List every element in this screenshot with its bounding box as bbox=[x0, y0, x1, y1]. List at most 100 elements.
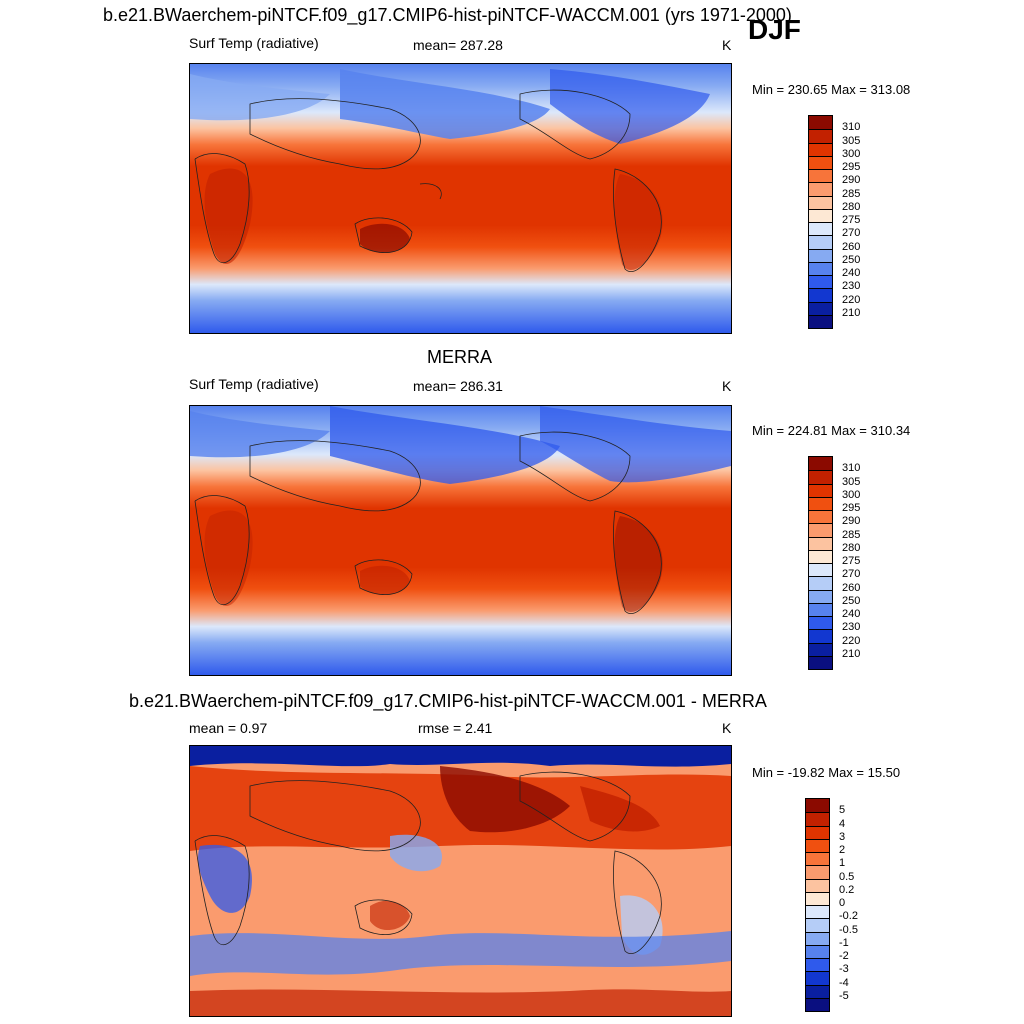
colorbar-swatch bbox=[809, 470, 832, 484]
colorbar-label: 0 bbox=[839, 897, 846, 909]
colorbar-swatch bbox=[809, 457, 832, 471]
panel2-mean: mean= 286.31 bbox=[413, 378, 503, 394]
colorbar-swatch bbox=[809, 195, 832, 209]
panel3-mean: mean = 0.97 bbox=[189, 720, 268, 736]
panel2-coastlines bbox=[194, 431, 662, 614]
colorbar-swatch bbox=[809, 563, 832, 577]
colorbar-label: 270 bbox=[842, 227, 861, 240]
colorbar-label: 1 bbox=[839, 857, 846, 870]
colorbar-swatch bbox=[809, 142, 832, 156]
colorbar-label: 280 bbox=[842, 541, 861, 554]
colorbar-label: 305 bbox=[842, 134, 861, 147]
panel1-title: b.e21.BWaerchem-piNTCF.f09_g17.CMIP6-his… bbox=[103, 5, 792, 25]
colorbar-label: 4 bbox=[839, 817, 846, 830]
colorbar-label: 210 bbox=[842, 647, 861, 660]
colorbar-label: 230 bbox=[842, 621, 861, 634]
colorbar-label: 290 bbox=[842, 174, 861, 187]
panel1-units: K bbox=[722, 37, 732, 53]
colorbar-label: 0.2 bbox=[839, 883, 855, 896]
colorbar-label: -5 bbox=[839, 989, 849, 1002]
colorbar-label: -3 bbox=[839, 963, 849, 976]
panel3-units: K bbox=[722, 720, 732, 736]
panel2-title: MERRA bbox=[427, 347, 493, 367]
colorbar-swatch bbox=[806, 799, 829, 813]
colorbar-label: 285 bbox=[842, 528, 861, 541]
colorbar-swatch bbox=[806, 891, 829, 905]
colorbar-swatch bbox=[806, 865, 829, 879]
colorbar-swatch bbox=[809, 536, 832, 550]
panel3-minmax: Min = -19.82 Max = 15.50 bbox=[752, 765, 901, 780]
panel1-minmax: Min = 230.65 Max = 313.08 bbox=[752, 82, 911, 97]
colorbar-label: 240 bbox=[842, 267, 861, 279]
colorbar-swatch bbox=[806, 838, 829, 852]
colorbar-label: 295 bbox=[842, 502, 861, 514]
colorbar-swatch bbox=[809, 602, 832, 616]
colorbar-label: 310 bbox=[842, 462, 861, 475]
colorbar-swatch bbox=[806, 971, 829, 985]
colorbar-swatch bbox=[809, 496, 832, 510]
colorbar-label: 300 bbox=[842, 147, 861, 160]
colorbar-swatch bbox=[809, 616, 832, 630]
colorbar-label: 220 bbox=[842, 293, 861, 306]
colorbar-swatch bbox=[809, 155, 832, 169]
colorbar-label: 260 bbox=[842, 581, 861, 594]
colorbar-swatch bbox=[806, 997, 829, 1011]
colorbar-label: 280 bbox=[842, 200, 861, 213]
colorbar-swatch bbox=[809, 169, 832, 183]
colorbar-swatch bbox=[809, 275, 832, 289]
colorbar-label: 270 bbox=[842, 568, 861, 581]
colorbar-label: -0.2 bbox=[839, 910, 858, 923]
colorbar-label: 275 bbox=[842, 214, 861, 226]
colorbar-label: 3 bbox=[839, 830, 846, 843]
colorbar-label: 285 bbox=[842, 187, 861, 200]
colorbar-label: 295 bbox=[842, 161, 861, 173]
panel2-colorbar bbox=[808, 456, 833, 670]
colorbar-swatch bbox=[809, 208, 832, 222]
colorbar-label: 275 bbox=[842, 555, 861, 567]
colorbar-label: 250 bbox=[842, 594, 861, 607]
colorbar-label: 0.5 bbox=[839, 870, 855, 883]
colorbar-label: 220 bbox=[842, 634, 861, 647]
colorbar-swatch bbox=[809, 549, 832, 563]
panel1-map-svg bbox=[190, 64, 731, 333]
colorbar-swatch bbox=[806, 944, 829, 958]
colorbar-swatch bbox=[806, 852, 829, 866]
colorbar-swatch bbox=[809, 301, 832, 315]
colorbar-label: 230 bbox=[842, 280, 861, 293]
panel3-colorbar bbox=[805, 798, 830, 1012]
panel3-map-svg bbox=[190, 746, 731, 1016]
colorbar-label: 240 bbox=[842, 608, 861, 620]
panel3-map bbox=[189, 745, 732, 1017]
colorbar-label: 210 bbox=[842, 306, 861, 319]
panel2-minmax: Min = 224.81 Max = 310.34 bbox=[752, 423, 911, 438]
colorbar-label: -1 bbox=[839, 936, 849, 949]
panel3-title: b.e21.BWaerchem-piNTCF.f09_g17.CMIP6-his… bbox=[129, 691, 767, 711]
panel1-map bbox=[189, 63, 732, 334]
colorbar-swatch bbox=[806, 878, 829, 892]
season-label: DJF bbox=[748, 14, 801, 45]
panel1-coastlines bbox=[194, 89, 662, 272]
colorbar-swatch bbox=[809, 116, 832, 130]
colorbar-swatch bbox=[809, 248, 832, 262]
colorbar-swatch bbox=[806, 931, 829, 945]
colorbar-swatch bbox=[809, 629, 832, 643]
colorbar-label: -0.5 bbox=[839, 923, 858, 936]
colorbar-swatch bbox=[806, 958, 829, 972]
panel2-map bbox=[189, 405, 732, 676]
colorbar-label: -2 bbox=[839, 950, 849, 962]
colorbar-label: 290 bbox=[842, 515, 861, 528]
panel1-colorbar bbox=[808, 115, 833, 329]
panel2-map-svg bbox=[190, 406, 731, 675]
colorbar-label: 300 bbox=[842, 488, 861, 501]
colorbar-swatch bbox=[809, 589, 832, 603]
colorbar-swatch bbox=[809, 129, 832, 143]
colorbar-swatch bbox=[809, 483, 832, 497]
panel1-mean: mean= 287.28 bbox=[413, 37, 503, 53]
colorbar-swatch bbox=[809, 222, 832, 236]
colorbar-swatch bbox=[806, 825, 829, 839]
colorbar-swatch bbox=[809, 288, 832, 302]
colorbar-swatch bbox=[809, 576, 832, 590]
colorbar-swatch bbox=[809, 642, 832, 656]
panel3-coastlines bbox=[194, 771, 662, 954]
colorbar-label: 5 bbox=[839, 804, 846, 817]
